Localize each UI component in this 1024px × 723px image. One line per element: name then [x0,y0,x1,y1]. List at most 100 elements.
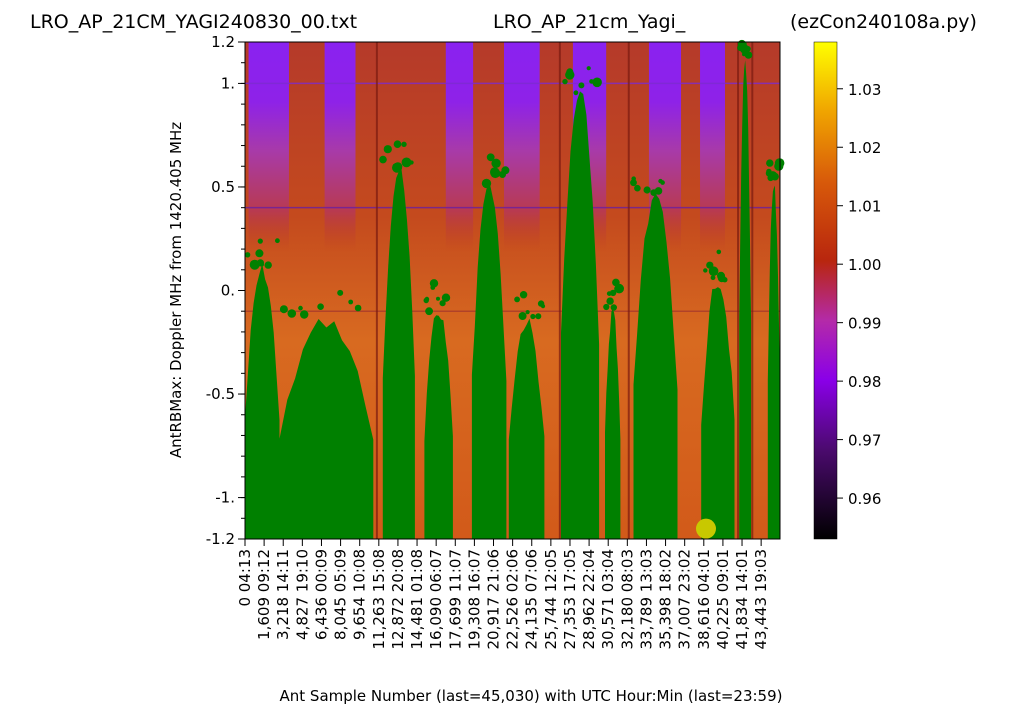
x-tick-label: 28,962 22:04 [580,549,598,649]
green-speckle [409,160,414,165]
green-speckle [706,261,714,269]
green-speckle [287,309,297,318]
colorbar-tick-label: 0.99 [848,315,881,333]
green-speckle [537,300,545,307]
x-tick-label: 38,616 04:01 [695,549,713,649]
green-speckle [379,155,387,164]
y-tick-label: 1. [221,74,235,92]
x-tick-label: 12,872 20:08 [389,549,407,649]
x-tick-label: 33,789 13:03 [637,549,655,649]
green-speckle [481,178,492,189]
colorbar-tick-label: 1.02 [848,139,881,157]
colorbar-tick-label: 1.01 [848,198,881,216]
green-speckle [722,277,728,283]
green-mask-column [471,180,507,539]
green-speckle [514,296,520,303]
green-speckle [491,158,501,168]
green-speckle [630,179,637,187]
x-tick-label: 37,007 23:02 [676,549,694,649]
y-tick-label: 1.2 [211,33,235,51]
green-speckle [708,266,719,277]
x-tick-label: 14,481 01:08 [408,549,426,649]
x-tick-label: 20,917 21:06 [485,549,503,649]
green-speckle [774,161,784,171]
x-tick-label: 9,654 10:08 [351,549,369,640]
colorbar-tick-label: 1.03 [848,81,881,99]
green-speckle [348,299,354,305]
y-axis-label: AntRBMax: Doppler MHz from 1420.405 MHz [167,122,185,458]
green-mask-column [605,309,621,539]
title-right: (ezCon240108a.py) [790,11,977,33]
green-speckle [501,166,510,175]
green-mask-column [739,60,752,539]
y-axis: 1.2 1. 0.5 0. -0.5 -1. -1.2 [206,33,245,548]
green-speckle [337,289,344,296]
title-left: LRO_AP_21CM_YAGI240830_00.txt [30,11,357,33]
plot-area [244,39,785,540]
green-speckle [490,168,501,179]
green-speckle [530,313,536,320]
green-speckle [393,140,402,148]
green-speckle [298,305,303,311]
green-speckle [441,293,451,302]
green-speckle [742,41,747,47]
green-speckle [279,305,288,314]
green-speckle [634,184,641,192]
x-tick-label: 25,744 12:05 [542,549,560,649]
green-speckle [255,249,264,258]
x-tick-label: 0 04:13 [236,549,254,607]
green-speckle [710,275,716,281]
colorbar-gradient [814,42,837,539]
colorbar-frame [813,41,838,540]
x-tick-label: 17,699 11:07 [446,549,464,649]
green-speckle [275,238,280,244]
green-speckle [586,66,591,71]
green-speckle [766,168,772,175]
x-tick-label: 24,135 07:06 [523,549,541,649]
green-speckle [518,312,527,320]
x-tick-label: 35,398 18:02 [657,549,675,649]
green-speckle [703,268,708,273]
green-speckle [498,171,503,176]
colorbar-tick-label: 1.00 [848,256,881,274]
x-tick-label: 6,436 00:09 [313,549,331,640]
y-tick-label: 0. [221,282,235,300]
green-speckle [606,297,614,305]
green-speckle [631,176,636,181]
green-speckle [317,303,324,311]
x-axis-label: Ant Sample Number (last=45,030) with UTC… [280,687,783,705]
x-tick-label: 19,308 16:07 [465,549,483,649]
green-speckle [401,157,412,168]
green-speckle [525,310,530,315]
green-mask-column [633,193,678,540]
green-speckle [592,77,602,88]
green-speckle [424,296,430,302]
green-speckle [519,291,528,299]
green-speckle [614,283,624,294]
green-speckle [643,186,651,194]
x-tick-label: 41,834 14:01 [733,549,751,649]
colorbar: 1.03 1.02 1.01 1.00 0.99 0.98 0.97 0.96 [813,41,881,540]
title-center: LRO_AP_21cm_Yagi_ [493,11,686,33]
green-speckle [401,141,407,147]
green-speckle [589,79,594,84]
green-speckle [742,52,746,57]
x-tick-label: 3,218 14:11 [274,549,292,640]
x-tick-label: 8,045 05:09 [332,549,350,640]
green-mask-column [561,91,600,540]
green-speckle [716,249,722,255]
green-mask-column [424,315,453,539]
x-tick-label: 22,526 02:06 [504,549,522,649]
green-speckle [610,304,617,311]
green-speckle [354,304,362,312]
green-speckle [383,145,392,154]
green-speckle [660,180,665,185]
green-speckle [425,307,433,316]
y-tick-label: 0.5 [211,178,235,196]
x-tick-label: 40,225 09:01 [714,549,732,649]
green-speckle [439,300,446,307]
green-mask-column [701,287,735,539]
x-tick-label: 32,180 08:03 [618,549,636,649]
y-tick-label: -1. [215,489,235,507]
